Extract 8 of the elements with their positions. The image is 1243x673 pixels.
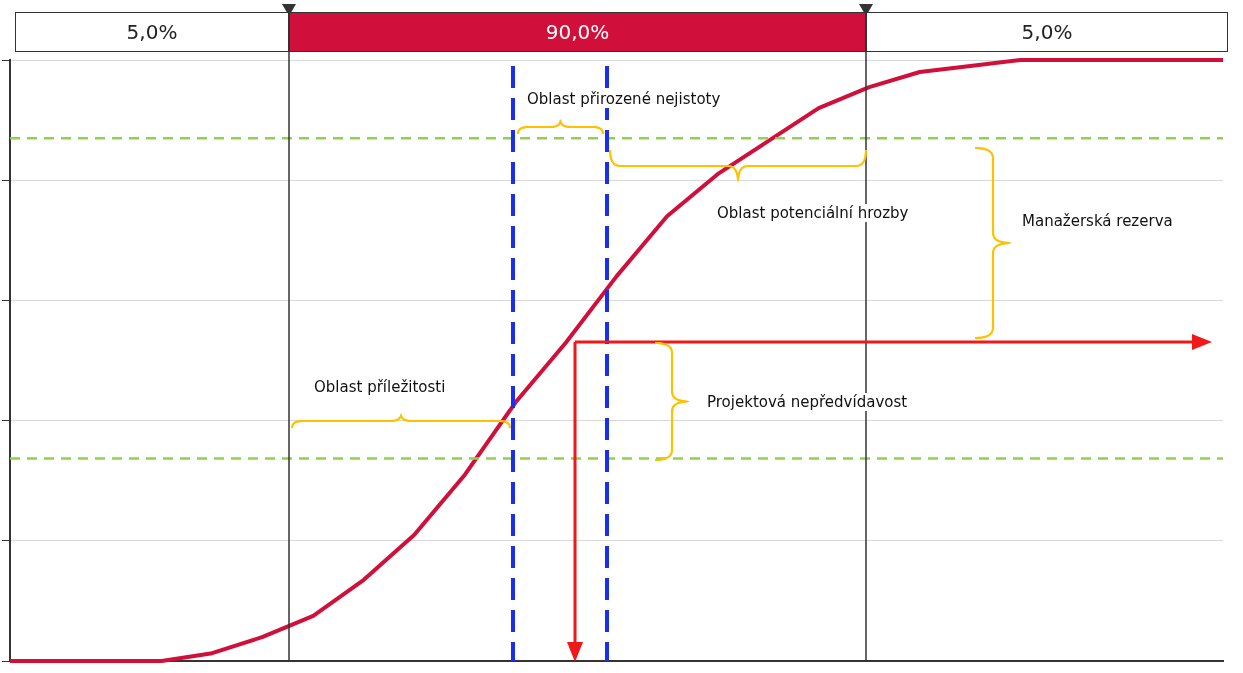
text: 90,0% [289, 12, 866, 52]
text: 5,0% [866, 12, 1228, 52]
annotation: Manažerská rezerva [1020, 212, 1175, 230]
text: 5,0% [15, 12, 289, 52]
annotation: Oblast potenciální hrozby [715, 204, 911, 222]
annotation: Oblast příležitosti [312, 378, 448, 396]
annotation: Oblast přirozené nejistoty [525, 90, 723, 108]
annotation: Projektová nepředvídavost [705, 393, 910, 411]
